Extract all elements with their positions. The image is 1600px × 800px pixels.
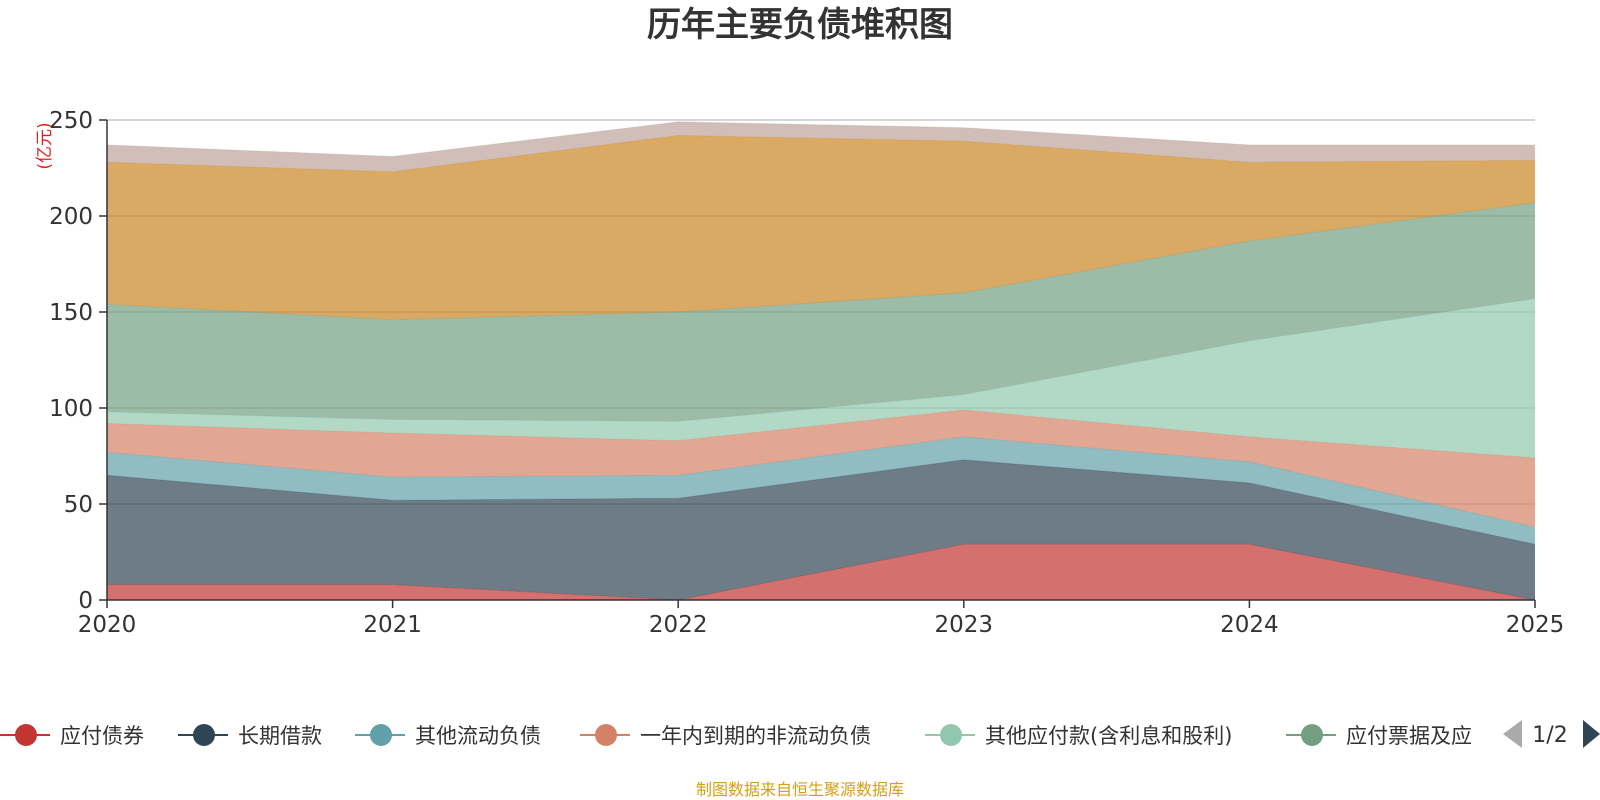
axes: 0 50 100 150 200 250 2020 2021 2022 2023 2024 2025 (49, 108, 1564, 638)
legend-label: 其他应付款(含利息和股利) (985, 724, 1232, 748)
y-tick-label: 0 (78, 588, 93, 614)
x-tick-label: 2025 (1506, 612, 1565, 638)
area-series-1 (107, 459, 1535, 600)
legend-label: 其他流动负债 (415, 724, 541, 748)
legend-label: 长期借款 (238, 724, 322, 748)
legend-marker-icon (595, 724, 617, 746)
area-series-2 (107, 436, 1535, 545)
legend-item-4[interactable]: 其他应付款(含利息和股利) (925, 724, 1232, 748)
legend-next-icon[interactable] (1583, 720, 1600, 748)
legend-page-indicator: 1/2 (1532, 723, 1567, 748)
data-source-note: 制图数据来自恒生聚源数据库 (696, 780, 904, 799)
legend-item-1[interactable]: 长期借款 (178, 724, 322, 748)
legend-marker-icon (1301, 724, 1323, 746)
y-tick-label: 50 (64, 492, 93, 518)
area-series-5 (107, 202, 1535, 422)
legend-prev-icon[interactable] (1503, 720, 1522, 748)
area-series-7 (107, 121, 1535, 172)
y-tick-label: 150 (49, 300, 93, 326)
area-series-0 (107, 544, 1535, 600)
legend: 应付债券 长期借款 其他流动负债 一年内到期的非流动负债 其他应付款(含利息和股利) 应付… (0, 724, 1472, 748)
area-series-edge-7 (106, 121, 1535, 158)
x-tick-label: 2024 (1220, 612, 1279, 638)
legend-marker-icon (940, 724, 962, 746)
y-tick-label: 200 (49, 204, 93, 230)
legend-label: 应付票据及应 (1346, 724, 1472, 748)
y-tick-label: 100 (49, 396, 93, 422)
x-tick-label: 2022 (649, 612, 708, 638)
area-series (106, 121, 1536, 601)
x-tick-label: 2020 (78, 612, 137, 638)
x-tick-label: 2021 (363, 612, 422, 638)
legend-marker-icon (15, 724, 37, 746)
chart-title: 历年主要负债堆积图 (647, 5, 953, 45)
legend-label: 应付债券 (60, 724, 144, 748)
y-axis-unit: (亿元) (35, 122, 55, 169)
area-series-3 (107, 409, 1535, 527)
legend-item-5[interactable]: 应付票据及应 (1286, 724, 1472, 748)
legend-item-2[interactable]: 其他流动负债 (355, 724, 541, 748)
area-series-4 (107, 298, 1535, 458)
area-series-6 (107, 135, 1535, 320)
legend-marker-icon (193, 724, 215, 746)
legend-label: 一年内到期的非流动负债 (640, 724, 871, 748)
legend-item-3[interactable]: 一年内到期的非流动负债 (580, 724, 871, 748)
x-tick-label: 2023 (935, 612, 994, 638)
legend-marker-icon (370, 724, 392, 746)
legend-item-0[interactable]: 应付债券 (0, 724, 144, 748)
legend-pager: 1/2 (1503, 720, 1600, 748)
y-tick-label: 250 (49, 108, 93, 134)
